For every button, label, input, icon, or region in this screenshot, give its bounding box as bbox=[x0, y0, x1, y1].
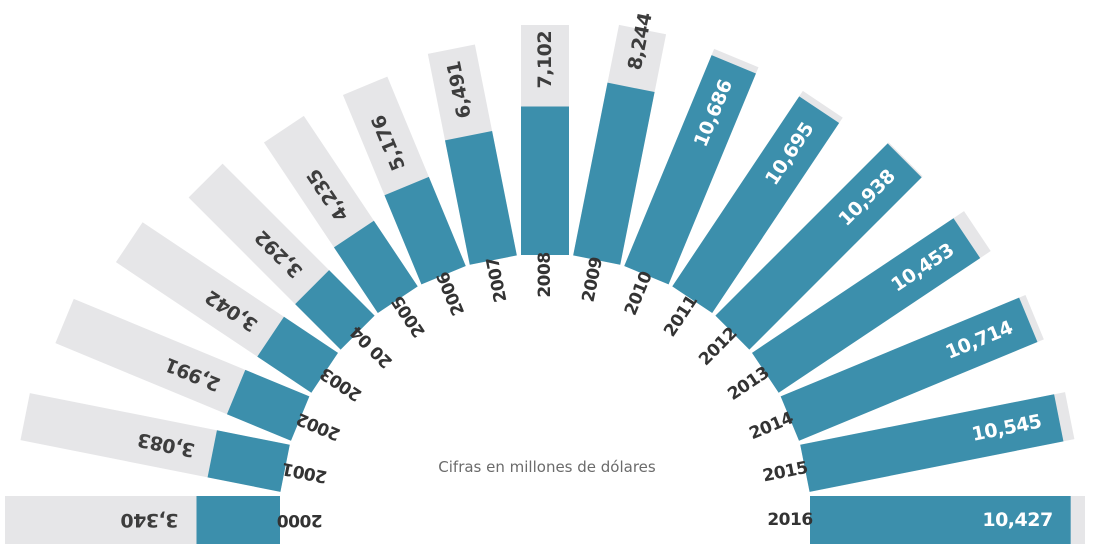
bar-2001 bbox=[207, 430, 290, 492]
value-label-2000: 3,340 bbox=[121, 509, 179, 531]
year-label-2000: 2000 bbox=[277, 510, 323, 530]
bar-group-2006 bbox=[342, 76, 466, 285]
bar-group-2012 bbox=[715, 142, 923, 350]
bar-2005 bbox=[333, 220, 418, 313]
bar-group-2010 bbox=[624, 48, 759, 285]
bar-group-2001 bbox=[20, 393, 290, 492]
bar-2013 bbox=[752, 218, 981, 393]
bar-2003 bbox=[257, 316, 338, 393]
year-label-2015: 2015 bbox=[761, 458, 809, 486]
bar-group-2000 bbox=[5, 496, 280, 544]
year-label-2002: 2002 bbox=[294, 408, 344, 444]
bar-2002 bbox=[226, 369, 310, 441]
bar-2015 bbox=[800, 394, 1064, 492]
bar-group-2013 bbox=[752, 211, 991, 393]
year-label-2001: 2001 bbox=[281, 458, 329, 486]
year-label-2005: 2005 bbox=[388, 292, 430, 341]
year-label-2003: 2003 bbox=[317, 363, 366, 405]
year-label-2011: 2011 bbox=[660, 292, 702, 341]
bar-2008 bbox=[521, 106, 569, 255]
bar-group-2005 bbox=[263, 115, 418, 313]
year-label-2006: 2006 bbox=[433, 269, 469, 319]
bar-2010 bbox=[624, 55, 756, 285]
bar-2011 bbox=[672, 96, 840, 313]
year-label-2008: 2008 bbox=[535, 252, 555, 297]
bar-group-2009 bbox=[573, 24, 667, 265]
bar-group-2003 bbox=[115, 222, 338, 393]
year-label-2010: 2010 bbox=[621, 268, 657, 318]
bar-2006 bbox=[384, 176, 466, 285]
bar-group-2008 bbox=[521, 25, 569, 255]
bar-2009 bbox=[573, 82, 655, 265]
year-label-2009: 2009 bbox=[579, 256, 607, 304]
bar-2012 bbox=[715, 143, 922, 350]
bar-group-2014 bbox=[780, 295, 1044, 441]
year-label-2004: 20 04 bbox=[346, 321, 396, 371]
value-label-2008: 7,102 bbox=[534, 31, 556, 89]
bar-2000 bbox=[196, 496, 280, 544]
year-label-2016: 2016 bbox=[767, 510, 812, 530]
bar-2004 bbox=[295, 270, 375, 350]
bar-group-2007 bbox=[427, 44, 517, 265]
bar-group-2004 bbox=[188, 163, 375, 350]
bar-2016 bbox=[810, 496, 1071, 544]
year-label-2014: 2014 bbox=[747, 408, 797, 444]
value-label-2016: 10,427 bbox=[982, 509, 1052, 531]
bar-2014 bbox=[780, 297, 1038, 441]
bar-2007 bbox=[445, 130, 517, 265]
bar-group-2016 bbox=[810, 496, 1085, 544]
bar-group-2015 bbox=[800, 392, 1075, 492]
bar-group-2002 bbox=[55, 298, 310, 441]
year-label-2013: 2013 bbox=[724, 363, 773, 405]
bar-group-2011 bbox=[672, 90, 843, 313]
chart-note: Cifras en millones de dólares bbox=[438, 458, 656, 476]
year-label-2007: 2007 bbox=[483, 256, 511, 304]
